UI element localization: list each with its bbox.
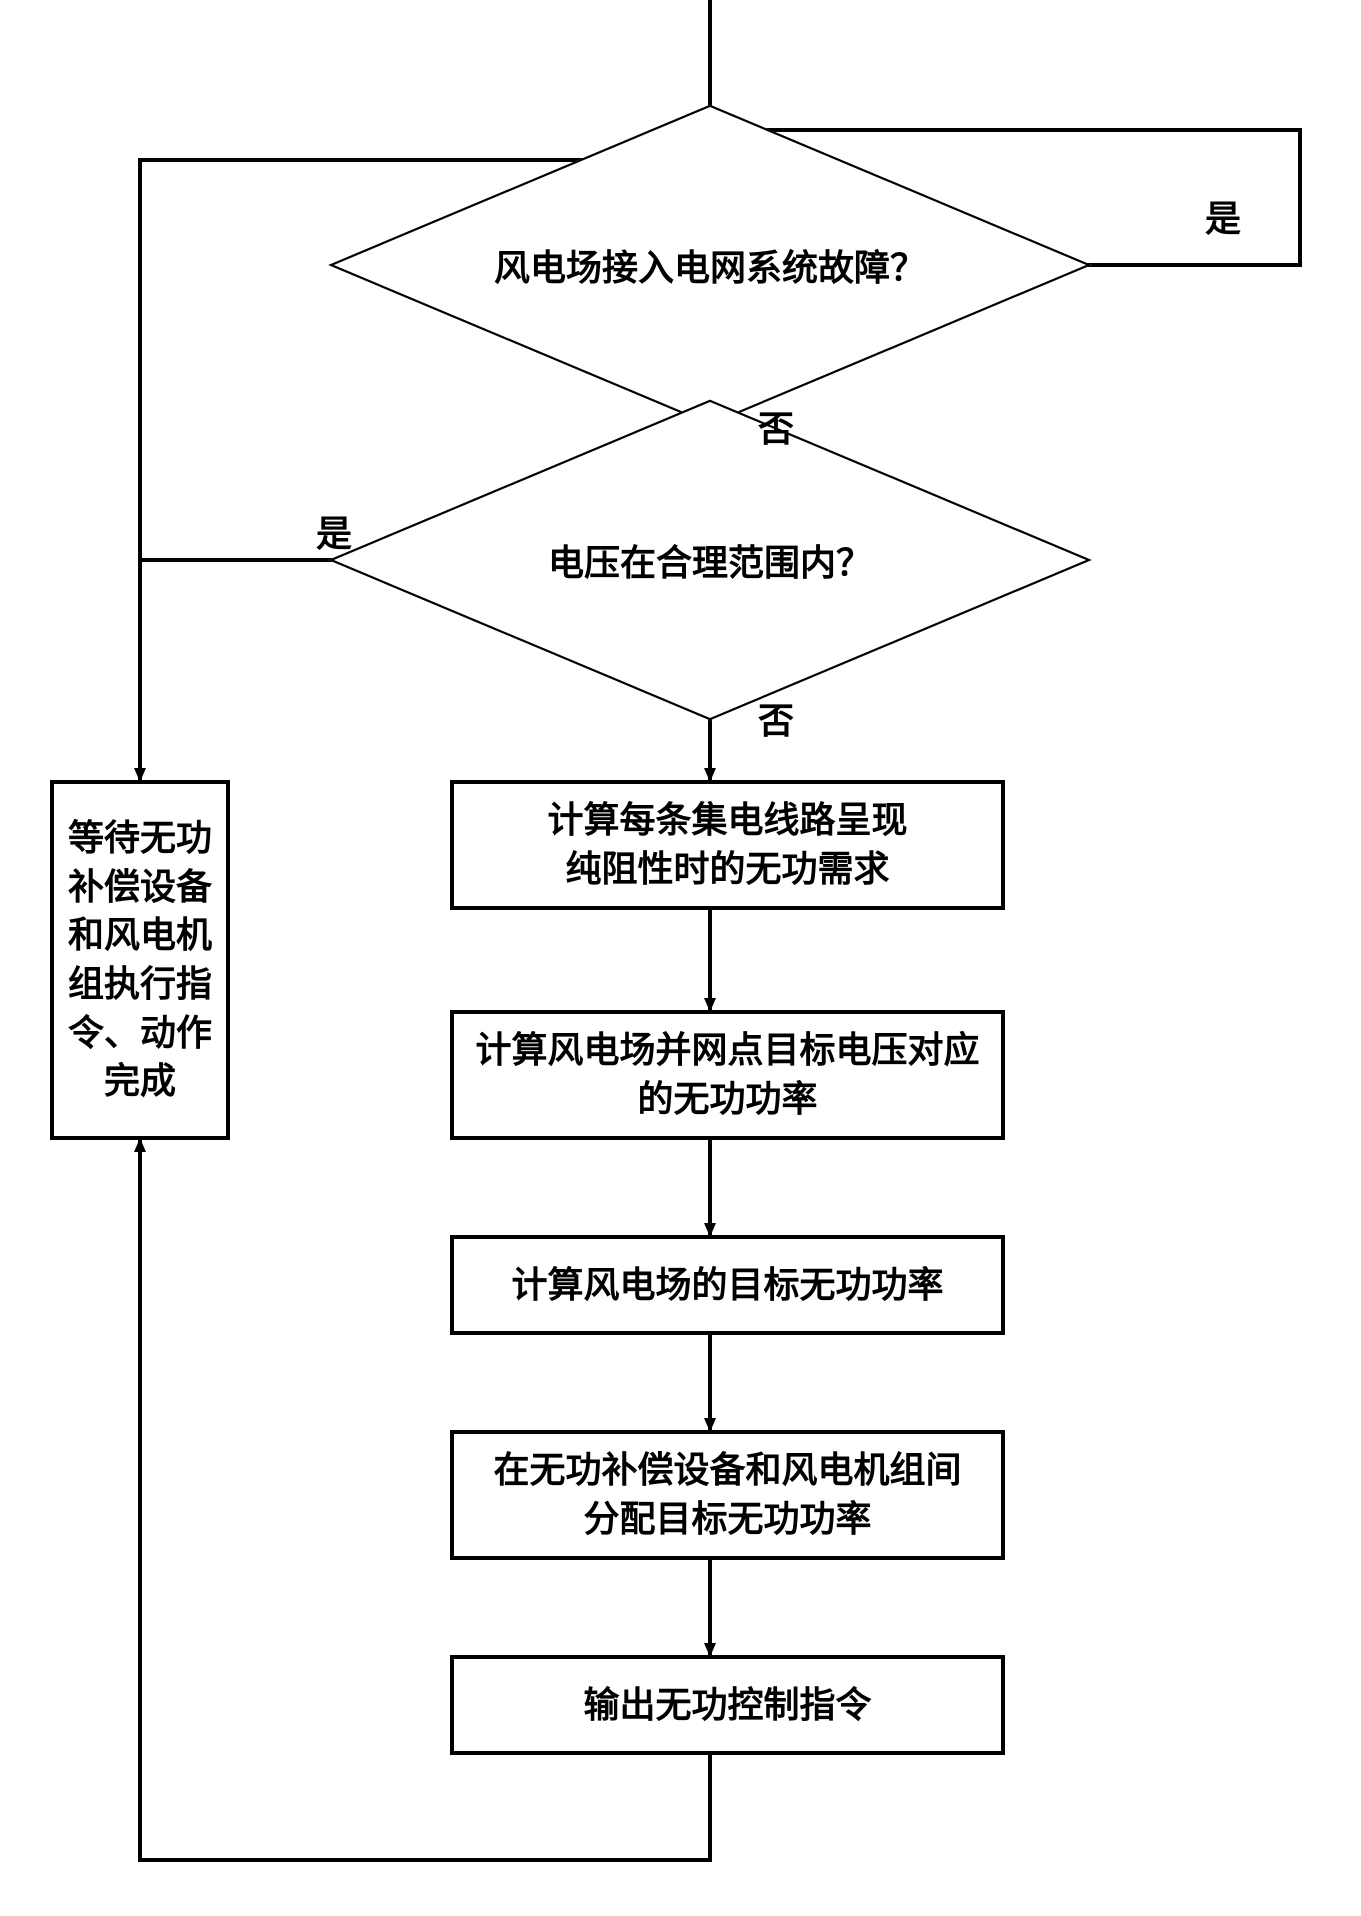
process-calc-farm-target-reactive: 计算风电场的目标无功功率 <box>450 1235 1005 1335</box>
process-calc-target-voltage-reactive-label: 计算风电场并网点目标电压对应的无功功率 <box>475 1026 979 1123</box>
process-distribute-target-reactive-label: 在无功补偿设备和风电机组间分配目标无功功率 <box>493 1446 961 1543</box>
process-output-reactive-command: 输出无功控制指令 <box>450 1655 1005 1755</box>
edge-label-d2-yes: 是 <box>316 505 352 557</box>
edge-label-d2-no: 否 <box>758 692 794 744</box>
process-distribute-target-reactive: 在无功补偿设备和风电机组间分配目标无功功率 <box>450 1430 1005 1560</box>
process-calc-line-reactive-label: 计算每条集电线路呈现纯阻性时的无功需求 <box>547 796 907 893</box>
decision-voltage-range-label: 电压在合理范围内？ <box>440 290 980 830</box>
process-calc-line-reactive: 计算每条集电线路呈现纯阻性时的无功需求 <box>450 780 1005 910</box>
edge-label-d1-no: 否 <box>758 400 794 452</box>
decision-voltage-range: 电压在合理范围内？ <box>440 290 980 830</box>
edge-label-d1-yes: 是 <box>1205 190 1241 242</box>
process-calc-farm-target-reactive-label: 计算风电场的目标无功功率 <box>511 1261 943 1310</box>
process-calc-target-voltage-reactive: 计算风电场并网点目标电压对应的无功功率 <box>450 1010 1005 1140</box>
process-wait-execution: 等待无功补偿设备和风电机组执行指令、动作完成 <box>50 780 230 1140</box>
process-output-reactive-command-label: 输出无功控制指令 <box>583 1681 871 1730</box>
process-wait-execution-label: 等待无功补偿设备和风电机组执行指令、动作完成 <box>68 814 212 1106</box>
